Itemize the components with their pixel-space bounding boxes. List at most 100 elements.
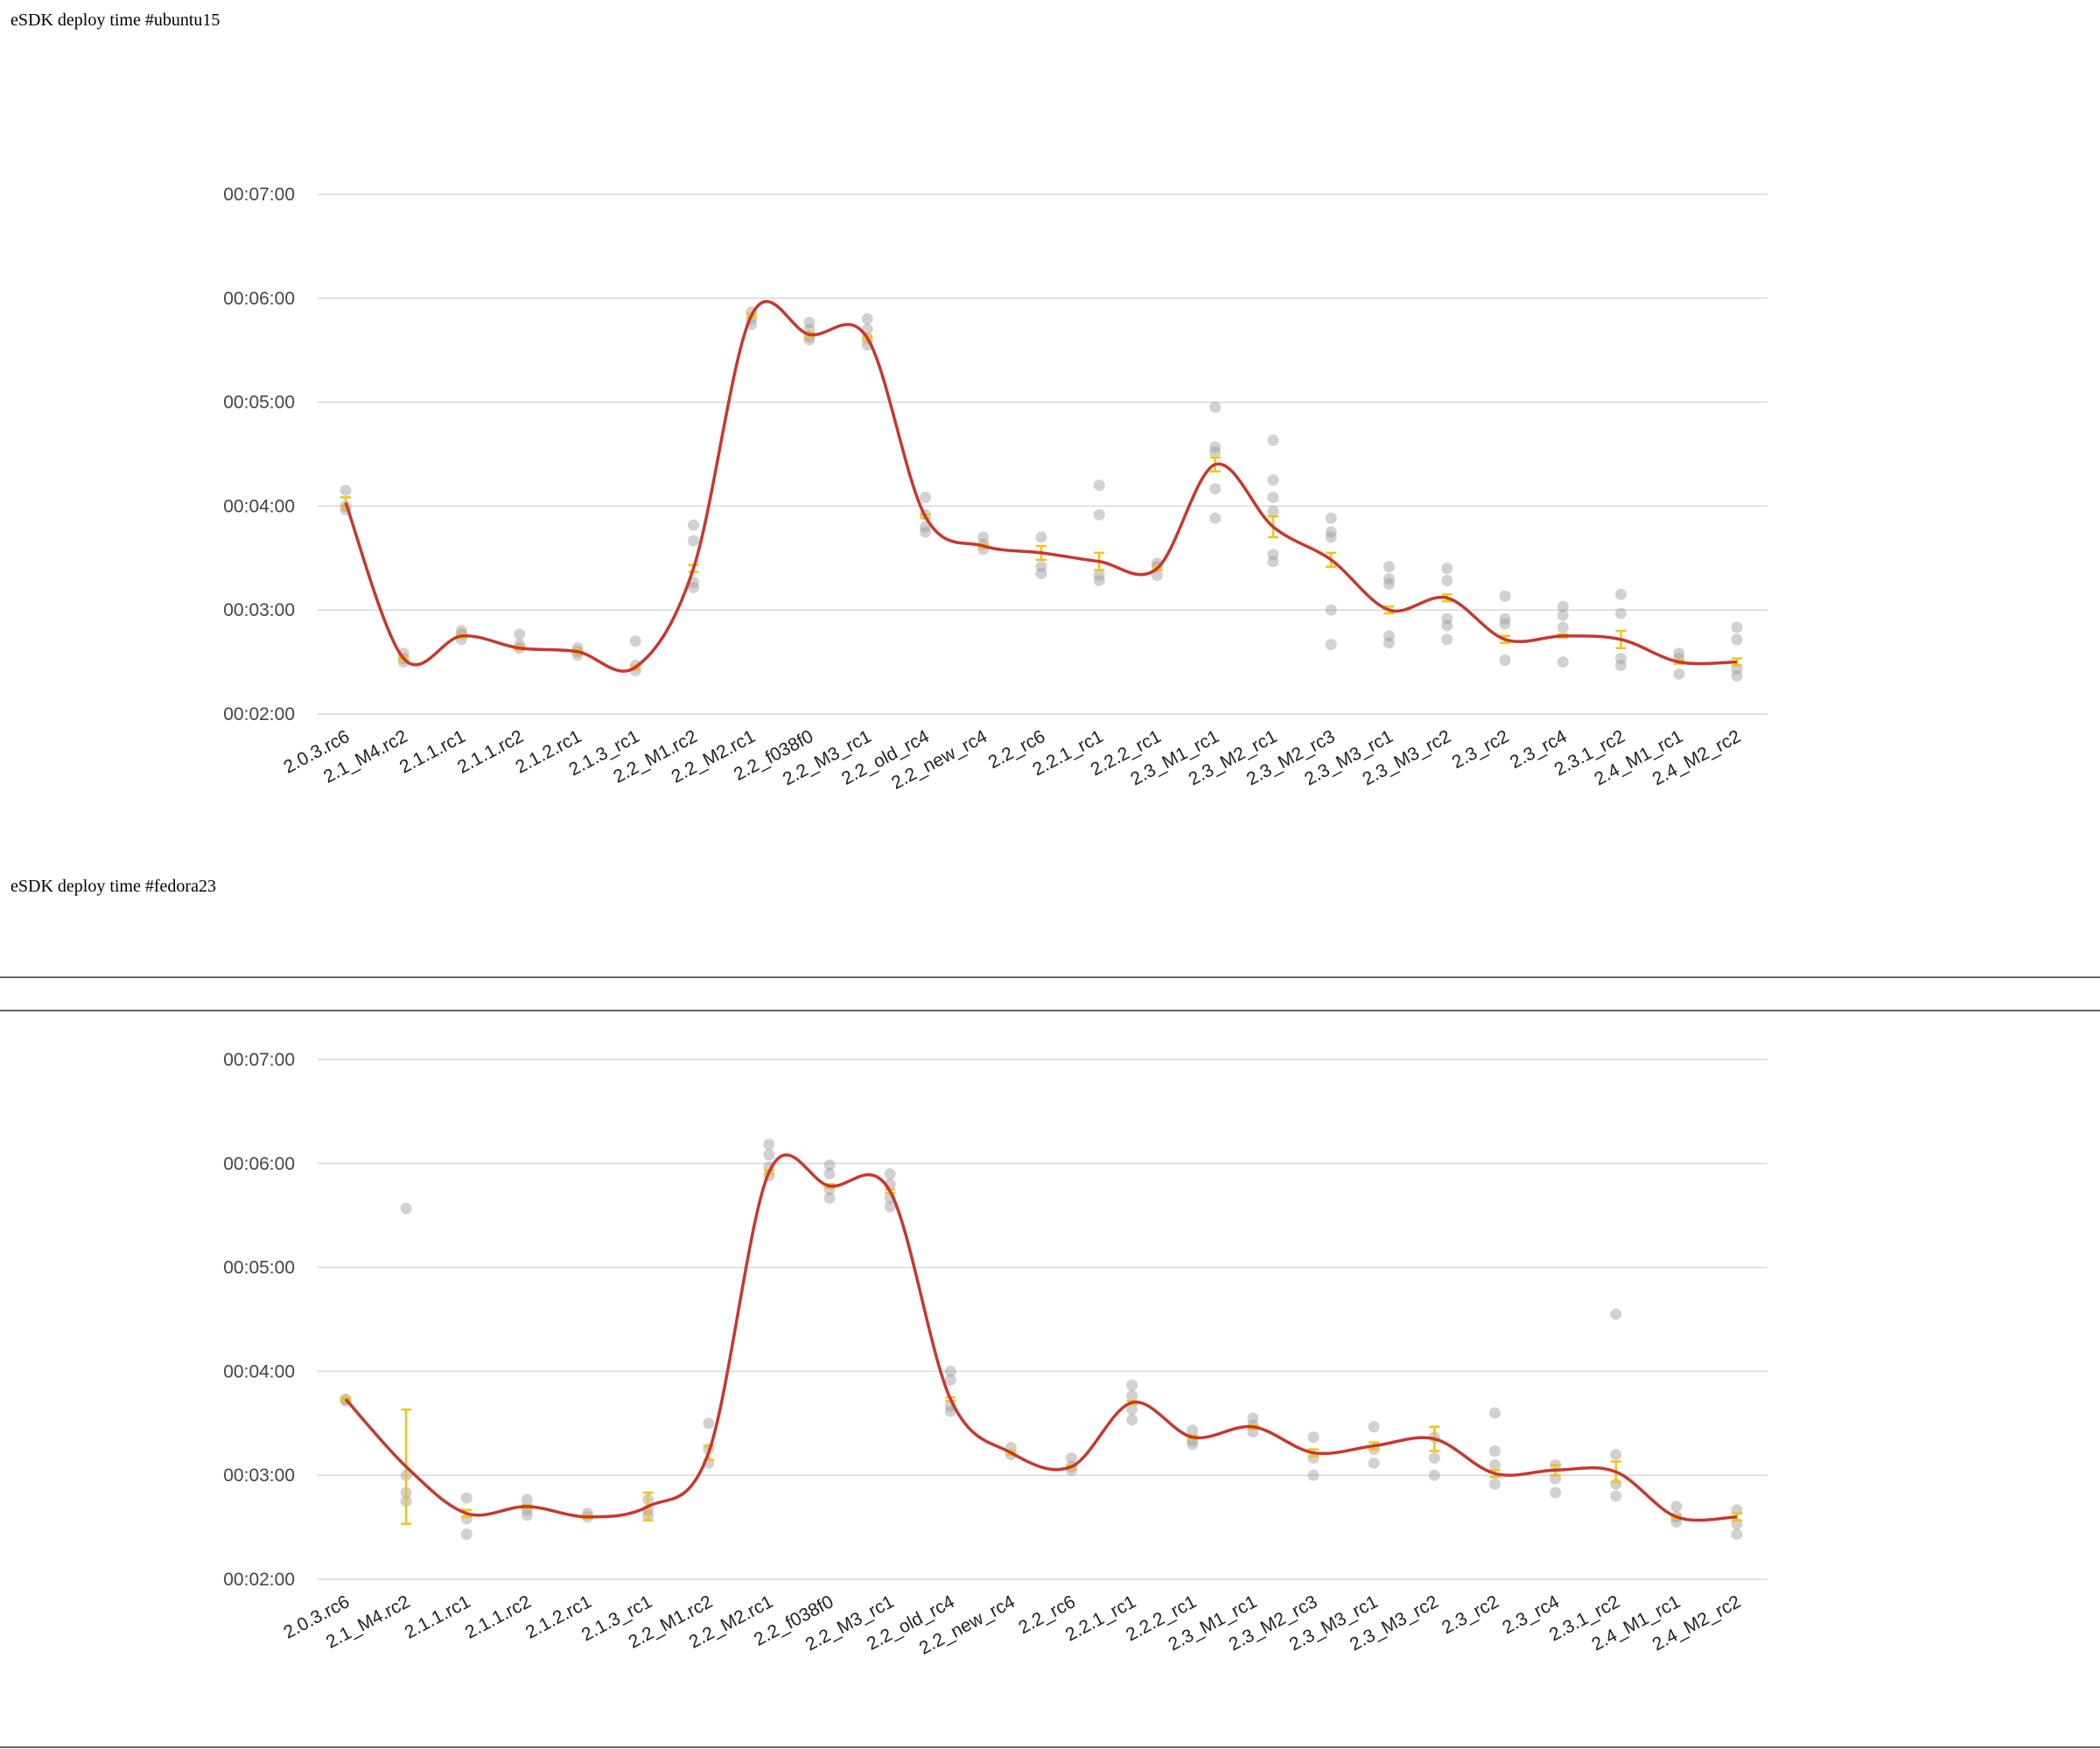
sample-point [977,531,990,543]
sample-point [1428,1452,1440,1464]
sample-point [1488,1478,1501,1490]
sample-point [1368,1457,1380,1469]
sample-point [920,521,931,533]
sample-point [1557,600,1569,612]
sample-point [1126,1414,1138,1426]
x-tick-label: 2.3_rc2 [1438,1592,1502,1638]
y-tick-label: 00:05:00 [223,393,295,413]
sample-point [1307,1431,1320,1444]
sample-point [1488,1445,1501,1457]
sample-point [688,535,699,547]
sample-point [763,1138,775,1151]
sample-point [1731,669,1743,682]
sample-point [514,628,526,640]
sample-point [1186,1438,1199,1451]
sample-point [1499,618,1511,630]
chart-title: eSDK deploy time #fedora23 [10,877,216,896]
sample-point [1267,556,1279,568]
sample-point [1267,492,1279,503]
sample-point [703,1417,715,1430]
sample-point [1488,1407,1501,1419]
sample-point [1610,1308,1622,1320]
y-tick-label: 00:07:00 [223,1050,295,1070]
sample-point [1368,1421,1380,1433]
sample-point [1557,609,1569,621]
chart-title: eSDK deploy time #ubuntu15 [10,10,220,30]
sample-point [1557,621,1569,633]
sample-point [1209,446,1222,458]
sample-point [944,1374,956,1386]
sample-point [460,1492,472,1504]
sample-point [400,1202,412,1214]
sample-point [1499,590,1511,602]
y-tick-label: 00:02:00 [223,1570,295,1590]
sample-point [1126,1389,1138,1402]
sample-point [1383,573,1395,585]
sample-point [1267,474,1279,486]
sample-point [1126,1403,1138,1416]
sample-point [688,581,699,593]
sample-point [1383,578,1395,590]
sample-point [1615,653,1627,665]
sample-point [803,317,816,329]
y-tick-label: 00:05:00 [223,1258,295,1278]
sample-point [1152,570,1163,582]
sample-point [823,1168,836,1180]
sample-point [1066,1452,1078,1464]
x-tick-label: 2.1.1.rc2 [454,726,527,778]
sample-point [460,1529,472,1541]
sample-point [1550,1487,1562,1499]
sample-point [944,1405,956,1417]
sample-point [1209,402,1222,414]
y-tick-label: 00:02:00 [223,704,295,724]
sample-point [1441,563,1453,575]
sample-point [1307,1452,1320,1464]
sample-point [1615,607,1627,619]
sample-point [1441,619,1453,632]
sample-point [823,1192,836,1204]
sample-point [1325,526,1337,538]
sample-point [944,1365,956,1377]
sample-point [688,519,699,531]
sample-point [397,656,410,668]
x-tick-label: 2.1.1.rc1 [396,726,469,778]
x-tick-label: 2.3_rc2 [1449,726,1513,773]
sample-point [1325,604,1337,616]
sample-point [340,485,352,497]
sample-point [1209,441,1222,453]
sample-point [1383,637,1395,649]
sample-point [1267,549,1279,561]
sample-point [1731,621,1743,633]
sample-point [1186,1424,1199,1437]
sample-point [1383,630,1395,642]
y-tick-label: 00:04:00 [223,1361,295,1382]
sample-point [1035,568,1047,580]
sample-point [1441,612,1453,625]
sample-point [1670,1501,1683,1513]
x-tick-label: 2.1.1.rc1 [402,1592,474,1643]
sample-point [1428,1469,1440,1481]
sample-point [1610,1490,1622,1502]
sample-point [521,1509,533,1522]
sample-point [1610,1448,1622,1460]
sample-point [1267,434,1279,446]
sample-point [1441,575,1453,587]
sample-point [920,492,931,503]
y-tick-label: 00:06:00 [223,1154,295,1174]
sample-point [1383,561,1395,573]
sample-point [1267,505,1279,517]
sample-point [1557,656,1569,668]
sample-point [1209,483,1222,495]
sample-point [1093,570,1105,582]
sample-point [823,1159,836,1172]
sample-point [861,313,873,325]
sample-point [1673,668,1685,680]
sample-point [1325,639,1337,651]
sample-point [763,1149,775,1161]
y-tick-label: 00:06:00 [223,289,295,309]
sample-point [1499,612,1511,625]
sample-point [1325,512,1337,524]
sample-point [1488,1459,1501,1471]
sample-point [1247,1412,1259,1424]
sample-point [1209,512,1222,524]
